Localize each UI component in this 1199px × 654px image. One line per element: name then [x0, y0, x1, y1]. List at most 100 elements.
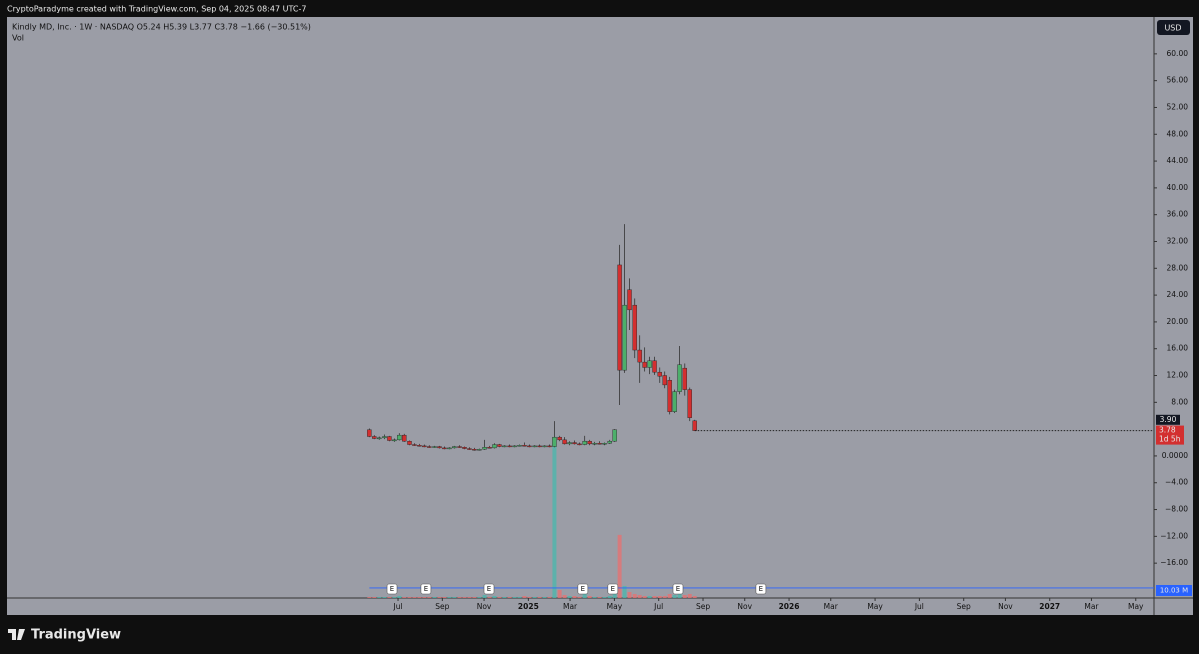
candle-body: [507, 445, 512, 448]
volume-bar: [692, 595, 697, 598]
candle-body: [442, 447, 447, 450]
candle-body: [472, 449, 477, 451]
event-box: [420, 583, 432, 595]
volume-bar: [382, 596, 387, 598]
volume-bar: [572, 595, 577, 598]
last-price-box: [1156, 425, 1184, 445]
brand: TradingView: [31, 628, 121, 643]
volume-bar: [547, 596, 552, 598]
candle-body: [557, 436, 562, 441]
candle-body: [467, 448, 472, 450]
event-label: E: [676, 585, 680, 593]
x-tick-label: 2025: [518, 602, 539, 611]
volume-bar: [617, 534, 622, 598]
candle-body: [452, 446, 457, 449]
x-tick-label: Sep: [696, 602, 710, 611]
event-label: E: [424, 585, 428, 593]
candle-body: [687, 389, 692, 418]
volume-bar: [467, 596, 472, 598]
volume-bar: [562, 594, 567, 598]
candle-body: [447, 447, 452, 450]
candle-body: [482, 447, 487, 450]
candle-body: [527, 445, 532, 448]
y-tick-label: 48.00: [1167, 129, 1189, 138]
volume-bar: [577, 596, 582, 598]
price-marker-box: [1156, 414, 1180, 425]
volume-bar: [452, 596, 457, 598]
x-tick-label: Sep: [957, 602, 971, 611]
x-tick-label: Sep: [435, 602, 449, 611]
caption: CryptoParadyme created with TradingView.…: [7, 5, 306, 14]
volume-bar: [402, 596, 407, 598]
x-tick-label: Jul: [653, 602, 663, 611]
candle-body: [587, 440, 592, 445]
volume-bar: [682, 594, 687, 598]
volume-bar: [552, 442, 557, 598]
candle-body: [457, 446, 462, 448]
volume-bar: [667, 593, 672, 598]
candle-body: [427, 446, 432, 448]
volume-bar: [387, 596, 392, 598]
y-tick-label: 56.00: [1167, 76, 1189, 85]
y-tick-label: 0.0000: [1162, 451, 1188, 460]
x-tick-label: 2026: [779, 602, 800, 611]
volume-bar: [622, 585, 627, 598]
volume-bar: [582, 593, 587, 598]
candle-body: [592, 443, 597, 445]
volume-bar: [417, 596, 422, 598]
volume-bar: [497, 596, 502, 598]
currency-box[interactable]: [1157, 20, 1190, 35]
candle-body: [652, 360, 657, 373]
event-label: E: [487, 585, 491, 593]
y-tick-label: 28.00: [1167, 263, 1189, 272]
event-label: E: [759, 585, 763, 593]
y-tick-label: 52.00: [1167, 102, 1189, 111]
last-price-label: 3.78: [1159, 426, 1176, 435]
x-tick-label: Mar: [1084, 602, 1099, 611]
x-tick-label: Jul: [914, 602, 924, 611]
volume-bar: [502, 596, 507, 598]
y-tick-label: 16.00: [1167, 344, 1189, 353]
event-label: E: [581, 585, 585, 593]
candle-body: [607, 440, 612, 444]
candle-body: [412, 444, 417, 446]
volume-bar: [637, 594, 642, 598]
volume-bar: [482, 594, 487, 598]
volume-bar: [527, 596, 532, 598]
volume-bar: [522, 595, 527, 598]
volume-label-box: [1156, 585, 1192, 596]
y-tick-label: 36.00: [1167, 210, 1189, 219]
currency[interactable]: USD: [1164, 24, 1181, 33]
volume-bar: [427, 596, 432, 598]
y-tick-label: −16.00: [1160, 558, 1188, 567]
candle-body: [497, 444, 502, 447]
volume-bar: [367, 596, 372, 598]
volume-bar: [487, 596, 492, 598]
candle-body: [387, 436, 392, 441]
candle-body: [402, 434, 407, 442]
volume-bar: [472, 596, 477, 598]
candle-body: [487, 447, 492, 449]
volume-bar: [432, 596, 437, 598]
candle-body: [647, 360, 652, 368]
volume-bar: [372, 596, 377, 598]
candle-body: [552, 436, 557, 447]
countdown: 1d 5h: [1159, 435, 1181, 444]
y-tick-label: 20.00: [1167, 317, 1189, 326]
volume-bar: [657, 595, 662, 598]
volume-bar: [512, 596, 517, 598]
volume-bar: [437, 596, 442, 598]
volume-bar: [542, 596, 547, 598]
volume-bar: [397, 595, 402, 598]
volume-bar: [407, 596, 412, 598]
volume-bar: [392, 596, 397, 598]
y-tick-label: −12.00: [1160, 531, 1188, 540]
candle-body: [572, 442, 577, 445]
volume-bar: [587, 595, 592, 598]
event-label: E: [390, 585, 394, 593]
candle-body: [582, 440, 587, 445]
candle-body: [532, 445, 537, 448]
candle-body: [577, 443, 582, 446]
candle-body: [542, 445, 547, 448]
